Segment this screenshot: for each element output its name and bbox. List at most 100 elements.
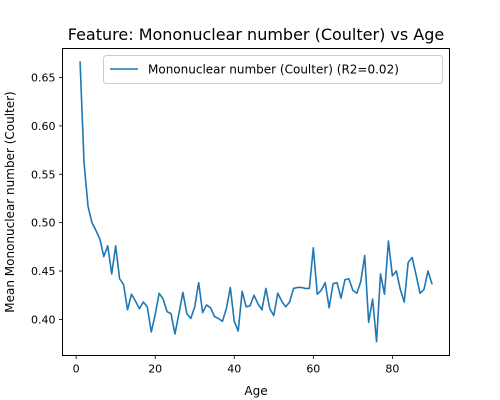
data-point [139,308,141,310]
data-point [218,318,220,320]
data-point [154,314,156,316]
data-point [186,313,188,315]
data-point [150,331,152,333]
data-point [289,301,291,303]
y-tick-label: 0.60 [31,120,56,133]
data-point [257,303,259,305]
data-point [174,333,176,335]
data-point [297,287,299,289]
plot-area [62,48,450,356]
data-point [79,61,81,63]
data-point [230,287,232,289]
x-tick-label: 80 [385,363,399,376]
data-point [214,316,216,318]
data-point [285,306,287,308]
data-point [166,311,168,313]
data-point [396,270,398,272]
data-point [237,330,239,332]
data-point [376,341,378,343]
x-tick-label: 0 [73,363,80,376]
data-point [301,287,303,289]
data-point [352,290,354,292]
data-point [364,255,366,257]
data-point [328,307,330,309]
y-axis: 0.40 0.45 0.50 0.55 0.60 0.65 [31,72,63,326]
x-axis-label: Age [244,384,267,398]
x-tick-label: 20 [148,363,162,376]
data-point [83,162,85,164]
data-point [368,322,370,324]
data-point [202,312,204,314]
x-tick-label: 40 [227,363,241,376]
data-point [158,292,160,294]
data-point [427,270,429,272]
legend-box [103,55,443,84]
data-point [87,205,89,207]
data-point [392,275,394,277]
data-point [233,321,235,323]
data-point [111,273,113,275]
data-point [249,305,251,307]
data-point [178,313,180,315]
chart-title: Feature: Mononuclear number (Coulter) vs… [68,25,444,44]
data-point [411,257,413,259]
data-point [305,288,307,290]
data-point [182,292,184,294]
y-axis-label: Mean Mononuclear number (Coulter) [3,91,17,312]
data-point [407,262,409,264]
data-point [273,315,275,317]
data-point [131,293,133,295]
y-tick-label: 0.65 [31,72,56,85]
data-point [162,298,164,300]
data-point [190,318,192,320]
data-point [372,298,374,300]
y-tick-label: 0.50 [31,217,56,230]
data-point [277,292,279,294]
data-point [332,283,334,285]
data-point [360,281,362,283]
data-point [380,273,382,275]
data-point [115,245,117,247]
data-point [91,222,93,224]
data-point [316,293,318,295]
data-point [356,292,358,294]
data-point [198,282,200,284]
data-point [135,300,137,302]
data-point [107,245,109,247]
data-point [419,292,421,294]
series-line [79,61,433,343]
data-point [261,309,263,311]
data-point [206,304,208,306]
data-point [320,290,322,292]
data-point [143,301,145,303]
data-point [431,283,433,285]
x-tick-label: 60 [306,363,320,376]
data-point [123,284,125,286]
x-axis: 0 20 40 60 80 [73,355,399,376]
data-point [265,288,267,290]
data-point [384,293,386,295]
data-point [119,278,121,280]
data-point [348,278,350,280]
data-point [388,240,390,242]
data-point [146,306,148,308]
data-point [293,288,295,290]
data-point [222,321,224,323]
data-point [336,282,338,284]
y-tick-label: 0.55 [31,168,56,181]
data-point [253,294,255,296]
data-point [127,309,129,311]
data-point [415,274,417,276]
data-point [241,291,243,293]
data-point [226,308,228,310]
data-point [281,300,283,302]
data-point [99,238,101,240]
y-tick-label: 0.45 [31,265,56,278]
data-point [103,256,105,258]
data-point [245,306,247,308]
data-point [423,289,425,291]
data-point [344,279,346,281]
data-point [313,247,315,249]
data-point [95,230,97,232]
